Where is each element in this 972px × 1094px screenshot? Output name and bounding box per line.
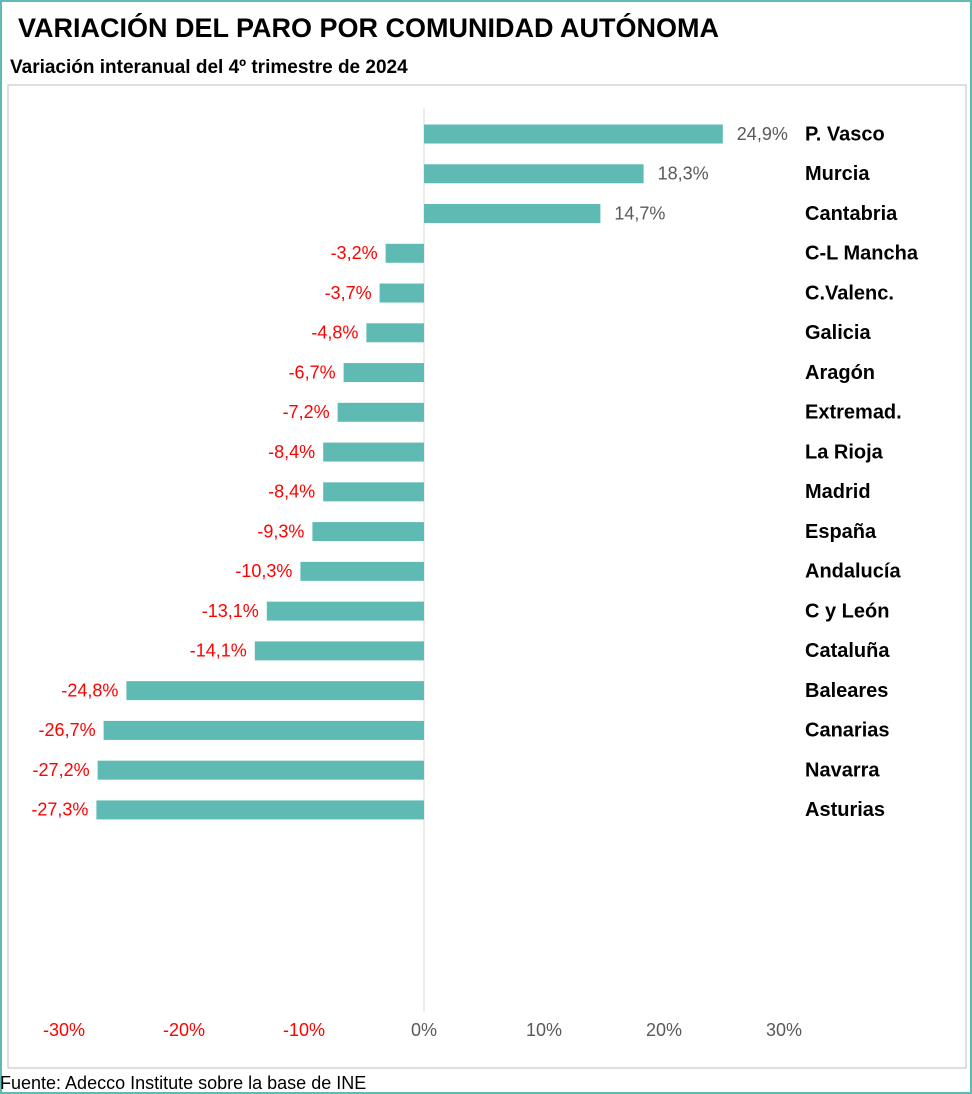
value-label: -6,7%: [289, 362, 336, 382]
value-label: -14,1%: [190, 641, 247, 661]
value-label: -27,2%: [33, 760, 90, 780]
value-label: -4,8%: [311, 323, 358, 343]
category-label: Asturias: [805, 799, 885, 821]
value-label: -13,1%: [202, 601, 259, 621]
value-label: -27,3%: [31, 800, 88, 820]
bar: [385, 243, 424, 263]
value-label: -3,7%: [325, 283, 372, 303]
value-label: -10,3%: [235, 561, 292, 581]
bar: [97, 760, 424, 780]
bar: [300, 561, 424, 581]
x-tick-label: 30%: [766, 1020, 802, 1040]
bar: [266, 601, 424, 621]
category-label: Cataluña: [805, 640, 890, 662]
category-label: España: [805, 521, 877, 543]
x-tick-label: 10%: [526, 1020, 562, 1040]
category-label: Galicia: [805, 322, 871, 344]
value-label: 18,3%: [658, 164, 709, 184]
x-tick-label: -10%: [283, 1020, 325, 1040]
value-label: -8,4%: [268, 482, 315, 502]
category-label: Navarra: [805, 759, 880, 781]
bar: [312, 522, 424, 542]
x-tick-label: -20%: [163, 1020, 205, 1040]
bar: [424, 164, 644, 184]
value-label: -24,8%: [61, 680, 118, 700]
bar: [103, 720, 424, 740]
bar: [379, 283, 424, 303]
x-tick-label: 20%: [646, 1020, 682, 1040]
bar: [126, 681, 425, 701]
value-label: 24,9%: [737, 124, 788, 144]
bar: [96, 800, 425, 820]
value-label: -26,7%: [39, 720, 96, 740]
category-label: P. Vasco: [805, 123, 885, 145]
category-label: Aragón: [805, 362, 875, 384]
value-label: 14,7%: [614, 203, 665, 223]
category-label: C.Valenc.: [805, 282, 894, 304]
category-label: La Rioja: [805, 441, 884, 463]
plot-frame: [7, 84, 967, 1069]
x-tick-label: -30%: [43, 1020, 85, 1040]
category-label: Baleares: [805, 680, 888, 702]
bar: [323, 442, 424, 462]
bar: [366, 323, 424, 343]
category-label: Cantabria: [805, 203, 898, 225]
value-label: -9,3%: [257, 521, 304, 541]
category-label: Madrid: [805, 481, 871, 503]
x-tick-label: 0%: [411, 1020, 437, 1040]
bar: [424, 124, 723, 144]
bar: [424, 204, 601, 224]
bar: [254, 641, 424, 661]
source: Fuente: Adecco Institute sobre la base d…: [0, 1073, 366, 1093]
value-label: -3,2%: [331, 243, 378, 263]
bar: [337, 402, 424, 422]
value-label: -7,2%: [283, 402, 330, 422]
category-label: Murcia: [805, 163, 870, 185]
category-label: C y León: [805, 600, 889, 622]
bar: [323, 482, 424, 502]
chart-subtitle: Variación interanual del 4º trimestre de…: [10, 57, 408, 78]
chart-title: VARIACIÓN DEL PARO POR COMUNIDAD AUTÓNOM…: [18, 12, 719, 43]
category-label: Canarias: [805, 720, 890, 742]
bar: [343, 363, 424, 383]
value-label: -8,4%: [268, 442, 315, 462]
category-label: Extremad.: [805, 402, 902, 424]
category-label: Andalucía: [805, 561, 901, 583]
category-label: C-L Mancha: [805, 243, 919, 265]
